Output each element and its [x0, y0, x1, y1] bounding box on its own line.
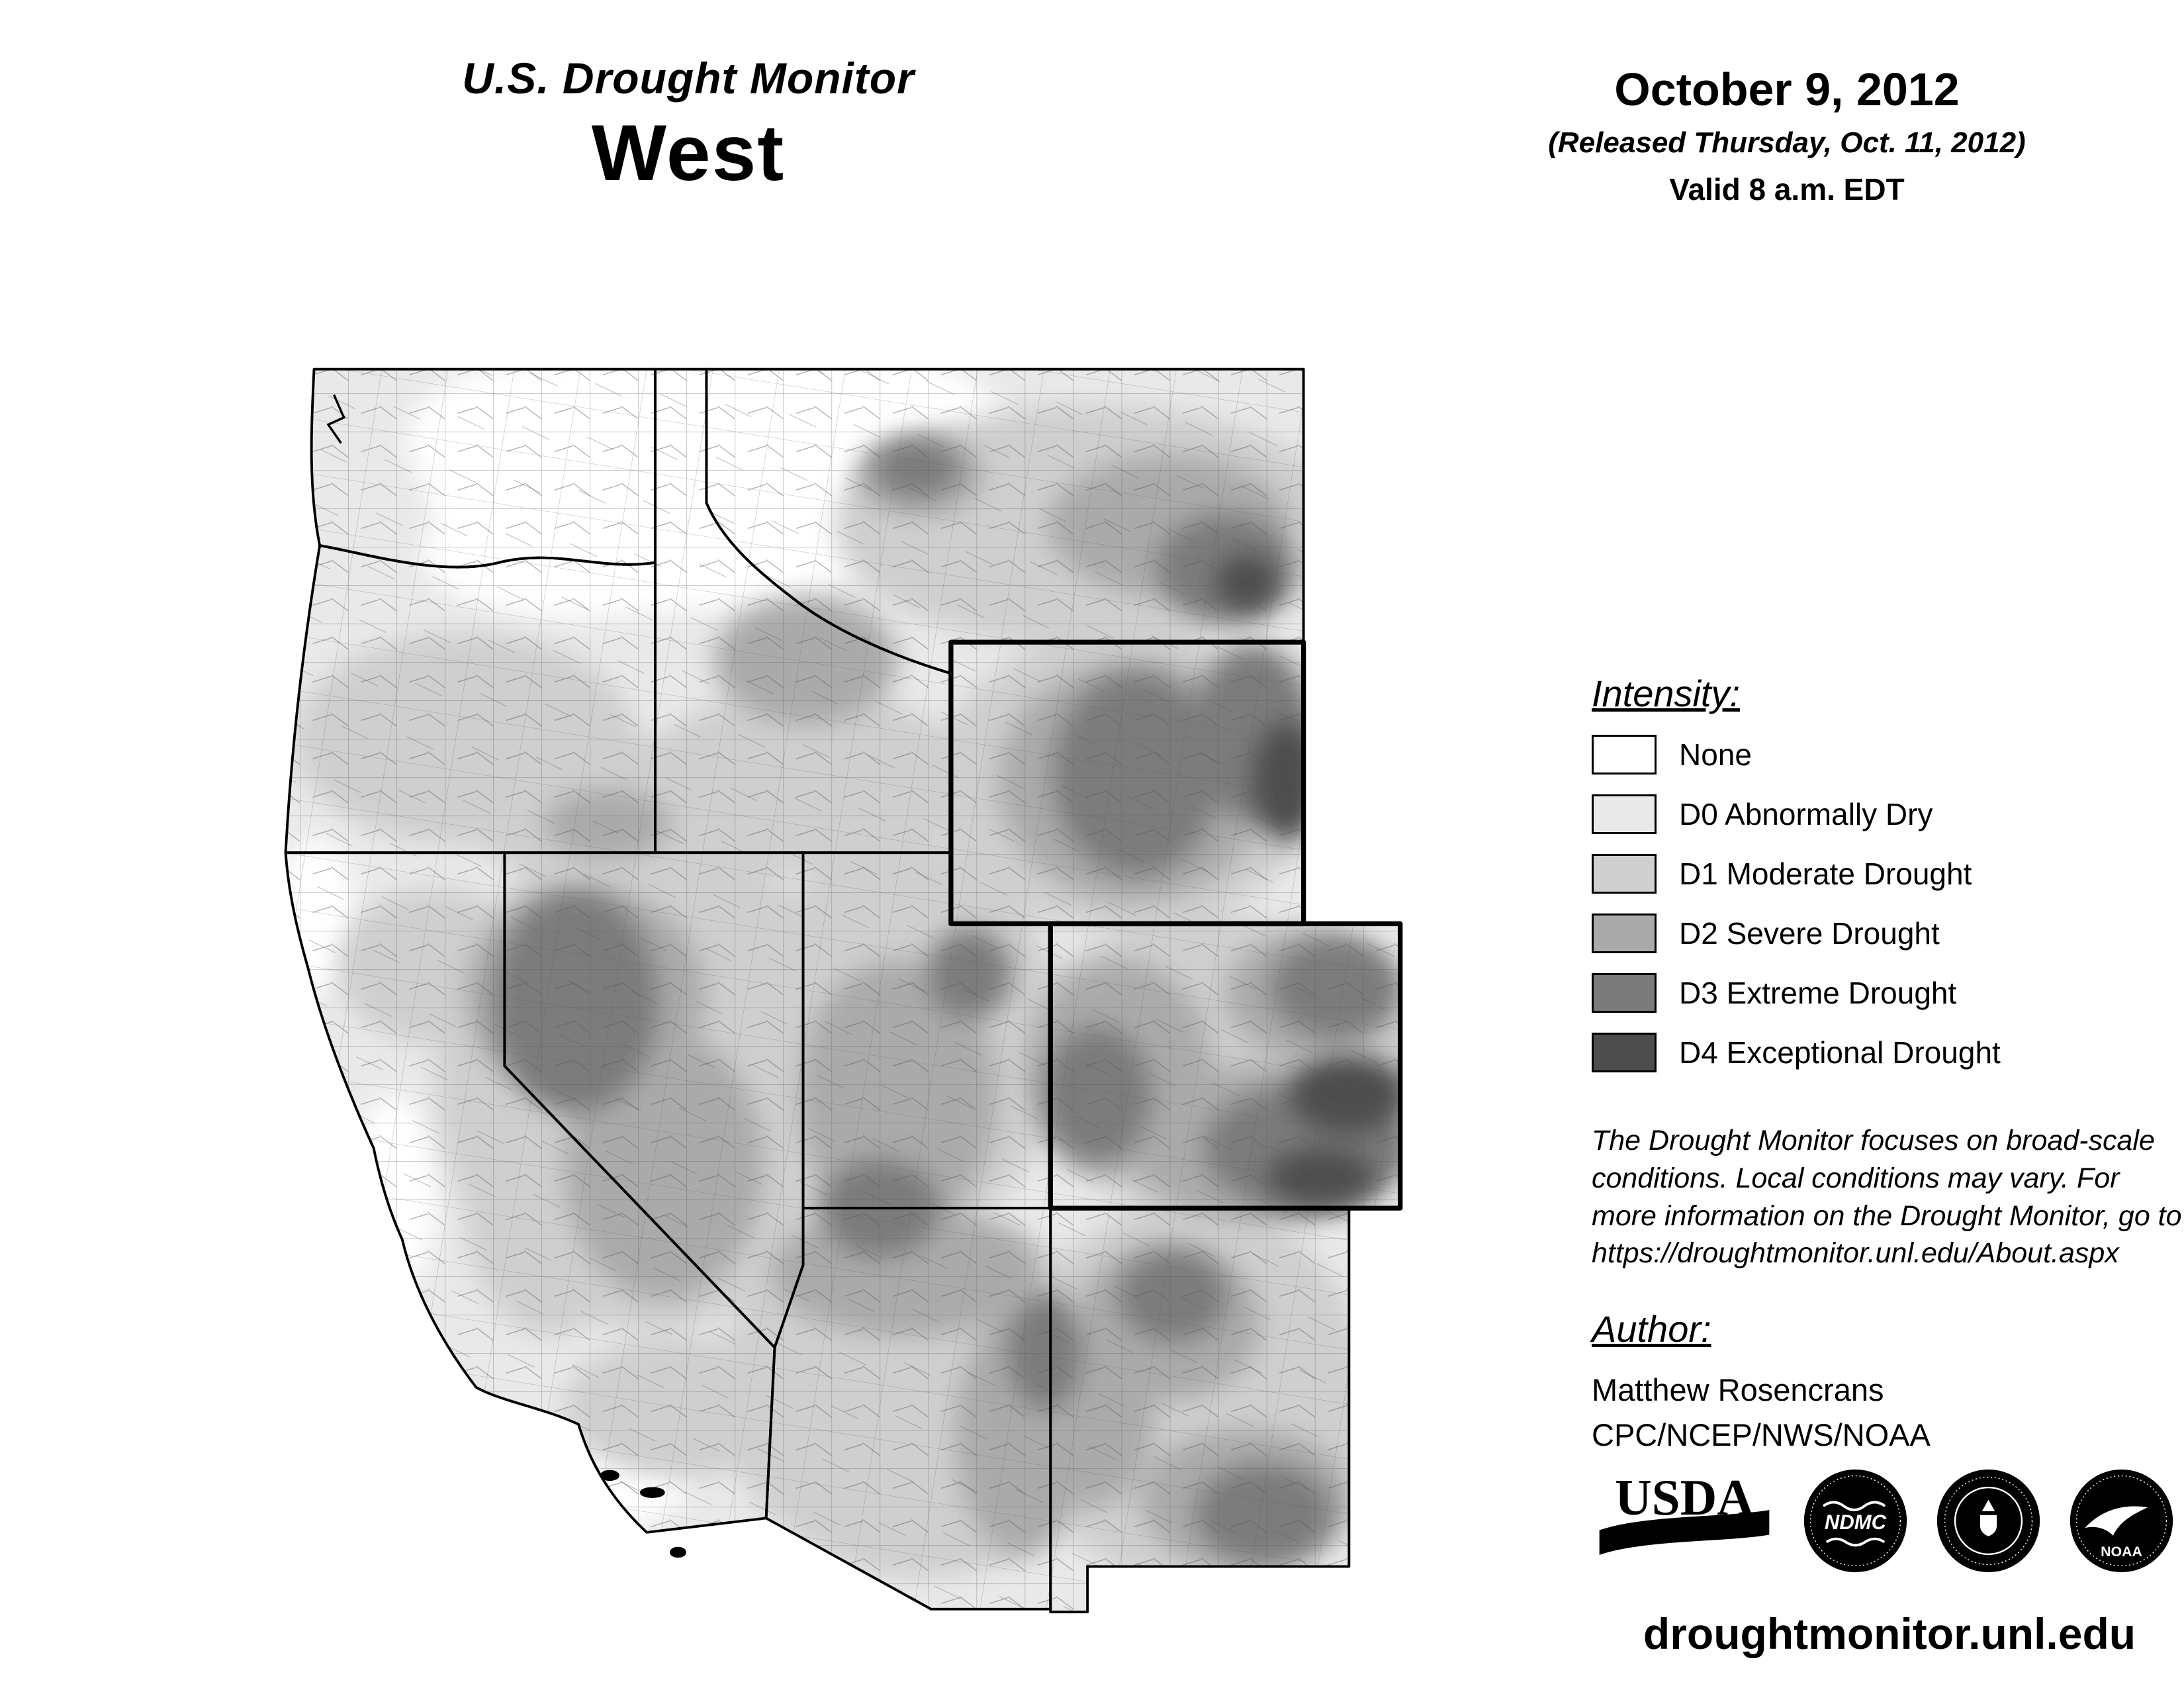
state-borders [284, 367, 1403, 1614]
author-name: Matthew Rosencrans [1592, 1372, 1884, 1407]
state-california [284, 851, 776, 1534]
legend-label: D1 Moderate Drought [1679, 857, 1972, 891]
legend-swatch-d0 [1592, 794, 1657, 834]
usda-logo: USDA [1592, 1466, 1777, 1579]
author-org: CPC/NCEP/NWS/NOAA [1592, 1417, 1931, 1453]
legend-label: D2 Severe Drought [1679, 916, 1940, 951]
state-oregon [284, 544, 657, 854]
noaa-logo-text: NOAA [2101, 1544, 2142, 1560]
legend-swatch-none [1592, 735, 1657, 774]
intensity-legend: Intensity: None D0 Abnormally Dry D1 Mod… [1592, 672, 2184, 1072]
page-title: U.S. Drought Monitor [462, 54, 915, 103]
legend-swatch-d4 [1592, 1033, 1657, 1072]
legend-swatch-d3 [1592, 973, 1657, 1013]
ndmc-logo: NDMC [1801, 1466, 1910, 1579]
state-montana [705, 367, 1305, 675]
map-date: October 9, 2012 [1614, 64, 1960, 115]
title-block: U.S. Drought Monitor West [371, 53, 1006, 199]
commerce-logo [1934, 1466, 2043, 1579]
legend-item-d4: D4 Exceptional Drought [1592, 1033, 2184, 1072]
agency-logos: USDA NDMC NOAA [1592, 1466, 2184, 1579]
author-block: Author: Matthew Rosencrans CPC/NCEP/NWS/… [1592, 1307, 2184, 1458]
legend-item-d0: D0 Abnormally Dry [1592, 794, 2184, 834]
drought-map-svg [284, 367, 1403, 1614]
legend-label: D3 Extreme Drought [1679, 976, 1957, 1010]
footer-url: droughtmonitor.unl.edu [1643, 1609, 2136, 1658]
author-heading: Author: [1592, 1308, 1711, 1350]
state-colorado [1048, 921, 1403, 1211]
disclaimer-text: The Drought Monitor focuses on broad-sca… [1592, 1125, 2182, 1270]
release-date: (Released Thursday, Oct. 11, 2012) [1548, 126, 2026, 159]
legend-label: D4 Exceptional Drought [1679, 1035, 2001, 1070]
valid-time: Valid 8 a.m. EDT [1669, 172, 1905, 207]
legend-item-none: None [1592, 735, 2184, 774]
noaa-logo: NOAA [2067, 1466, 2176, 1579]
legend-swatch-d1 [1592, 854, 1657, 894]
legend-swatch-d2 [1592, 914, 1657, 953]
legend-label: None [1679, 737, 1752, 772]
legend-label: D0 Abnormally Dry [1679, 797, 1933, 831]
drought-map [251, 354, 1403, 1628]
date-block: October 9, 2012 (Released Thursday, Oct.… [1509, 63, 2065, 207]
ndmc-logo-text: NDMC [1825, 1511, 1887, 1534]
region-title: West [591, 109, 786, 197]
county-lines-texture-2 [285, 369, 1400, 1613]
legend-item-d2: D2 Severe Drought [1592, 914, 2184, 953]
coastal-details [326, 394, 686, 1558]
legend-item-d1: D1 Moderate Drought [1592, 854, 2184, 894]
legend-heading: Intensity: [1592, 673, 1741, 714]
legend-item-d3: D3 Extreme Drought [1592, 973, 2184, 1013]
state-new-mexico [1049, 1207, 1351, 1614]
drought-shading-layer [285, 369, 1400, 1613]
